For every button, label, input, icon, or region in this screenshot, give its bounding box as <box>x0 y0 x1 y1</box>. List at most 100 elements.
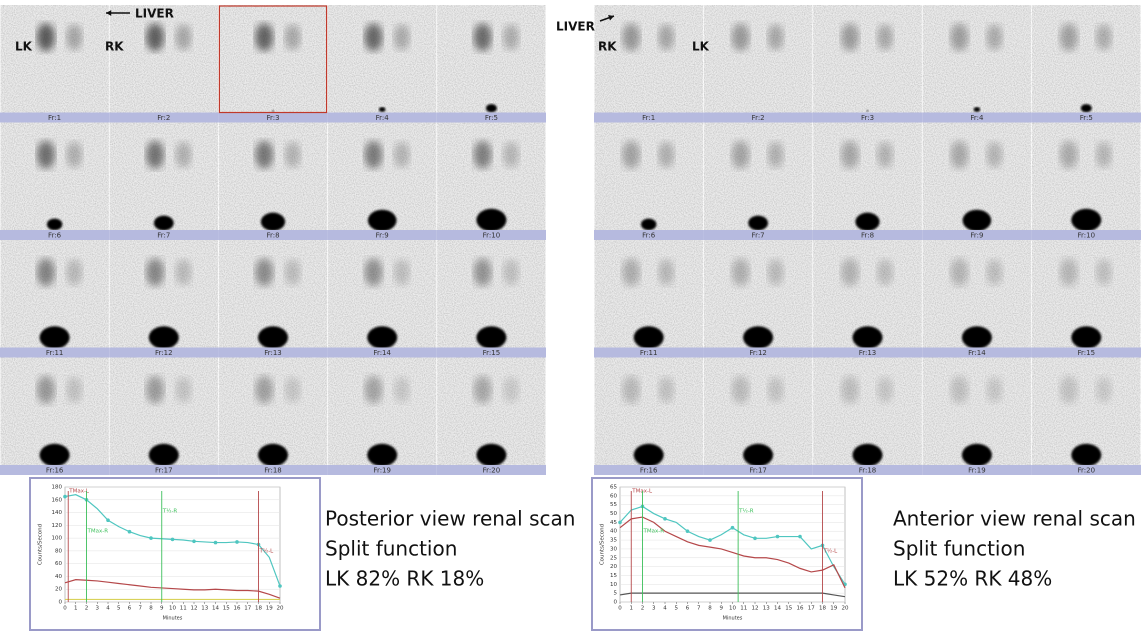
frame-label: Fr:19 <box>968 467 986 475</box>
caption-line: Anterior view renal scan <box>893 507 1136 531</box>
bladder <box>47 219 62 231</box>
bladder <box>258 326 288 349</box>
y-tick-label: 0 <box>59 600 63 606</box>
kidney <box>622 376 640 404</box>
series-point <box>708 538 712 542</box>
frame-label: Fr:6 <box>642 232 656 240</box>
series-point <box>278 584 282 588</box>
bladder <box>853 444 883 467</box>
y-tick-label: 20 <box>610 564 617 570</box>
kidney <box>146 23 164 51</box>
frame-label: Fr:11 <box>640 349 658 357</box>
frame-label: Fr:13 <box>264 349 282 357</box>
frame-label: Fr:4 <box>970 114 984 122</box>
x-tick-label: 3 <box>96 606 100 612</box>
y-axis-label: Counts/Second <box>600 524 606 565</box>
x-tick-label: 10 <box>729 606 736 612</box>
bladder <box>962 444 992 467</box>
bladder <box>149 326 179 349</box>
series-point <box>753 537 757 541</box>
y-tick-label: 180 <box>52 485 63 491</box>
marker-label: T½-L <box>259 548 275 555</box>
kidney <box>658 142 674 168</box>
annotation: RK <box>105 40 124 54</box>
kidney <box>986 142 1002 168</box>
frame-noise <box>110 5 218 113</box>
kidney <box>658 377 674 403</box>
y-tick-label: 35 <box>610 538 617 544</box>
kidney <box>503 259 519 285</box>
bladder <box>855 213 879 231</box>
series-point <box>63 495 67 499</box>
frame-label: Fr:12 <box>155 349 173 357</box>
bladder <box>476 209 506 232</box>
plot-area <box>65 487 280 602</box>
series-point <box>618 521 622 525</box>
x-tick-label: 1 <box>74 606 78 612</box>
kidney <box>732 258 750 286</box>
x-tick-label: 12 <box>752 606 759 612</box>
frame-label: Fr:4 <box>376 114 390 122</box>
series-point <box>731 526 735 530</box>
x-tick-label: 14 <box>774 606 781 612</box>
marker-label: TMax-R <box>87 529 109 535</box>
kidney <box>474 376 492 404</box>
kidney <box>255 258 273 286</box>
frame-label: Fr:17 <box>155 467 173 475</box>
kidney <box>285 377 301 403</box>
figure: Fr:1Fr:2Fr:3Fr:4Fr:5Fr:6Fr:7Fr:8Fr:9Fr:1… <box>0 0 1141 632</box>
kidney <box>841 23 859 51</box>
bladder <box>1071 326 1101 349</box>
kidney <box>394 377 410 403</box>
x-tick-label: 19 <box>266 606 273 612</box>
kidney <box>1096 259 1112 285</box>
kidney <box>394 259 410 285</box>
x-tick-label: 18 <box>255 606 262 612</box>
frame-label: Fr:14 <box>968 349 986 357</box>
x-tick-label: 9 <box>160 606 164 612</box>
series-point <box>171 538 175 542</box>
caption-line: LK 52% RK 48% <box>893 567 1052 591</box>
kidney <box>255 376 273 404</box>
page: Fr:1Fr:2Fr:3Fr:4Fr:5Fr:6Fr:7Fr:8Fr:9Fr:1… <box>0 0 1141 632</box>
x-tick-label: 20 <box>277 606 284 612</box>
kidney <box>66 24 82 50</box>
kidney <box>1096 24 1112 50</box>
frame-grid: Fr:1Fr:2Fr:3Fr:4Fr:5Fr:6Fr:7Fr:8Fr:9Fr:1… <box>0 5 546 475</box>
x-tick-label: 20 <box>842 606 849 612</box>
frame-label: Fr:20 <box>1078 467 1096 475</box>
frame-noise <box>923 5 1031 113</box>
kidney <box>950 141 968 169</box>
kidney <box>622 258 640 286</box>
x-tick-label: 13 <box>763 606 770 612</box>
y-tick-label: 120 <box>52 523 63 529</box>
kidney <box>877 24 893 50</box>
frame-label: Fr:2 <box>752 114 765 122</box>
kidney <box>622 141 640 169</box>
caption-line: LK 82% RK 18% <box>325 567 484 591</box>
x-tick-label: 0 <box>618 606 622 612</box>
x-tick-label: 17 <box>244 606 251 612</box>
annotation: LIVER <box>135 7 174 21</box>
kidney <box>950 258 968 286</box>
x-tick-label: 8 <box>708 606 712 612</box>
y-tick-label: 80 <box>55 548 62 554</box>
kidney <box>175 377 191 403</box>
frame-label: Fr:10 <box>483 232 501 240</box>
x-tick-label: 16 <box>797 606 804 612</box>
bladder <box>476 326 506 349</box>
frame-noise <box>219 5 327 113</box>
frame-noise <box>110 123 218 231</box>
y-tick-label: 40 <box>55 574 62 580</box>
bladder <box>261 213 285 231</box>
kidney <box>768 259 784 285</box>
kidney <box>255 23 273 51</box>
series-point <box>192 540 196 544</box>
series-point <box>149 536 153 540</box>
kidney <box>950 376 968 404</box>
x-tick-label: 6 <box>128 606 132 612</box>
kidney <box>175 24 191 50</box>
kidney <box>622 23 640 51</box>
bladder <box>748 216 768 231</box>
series-point <box>798 535 802 539</box>
